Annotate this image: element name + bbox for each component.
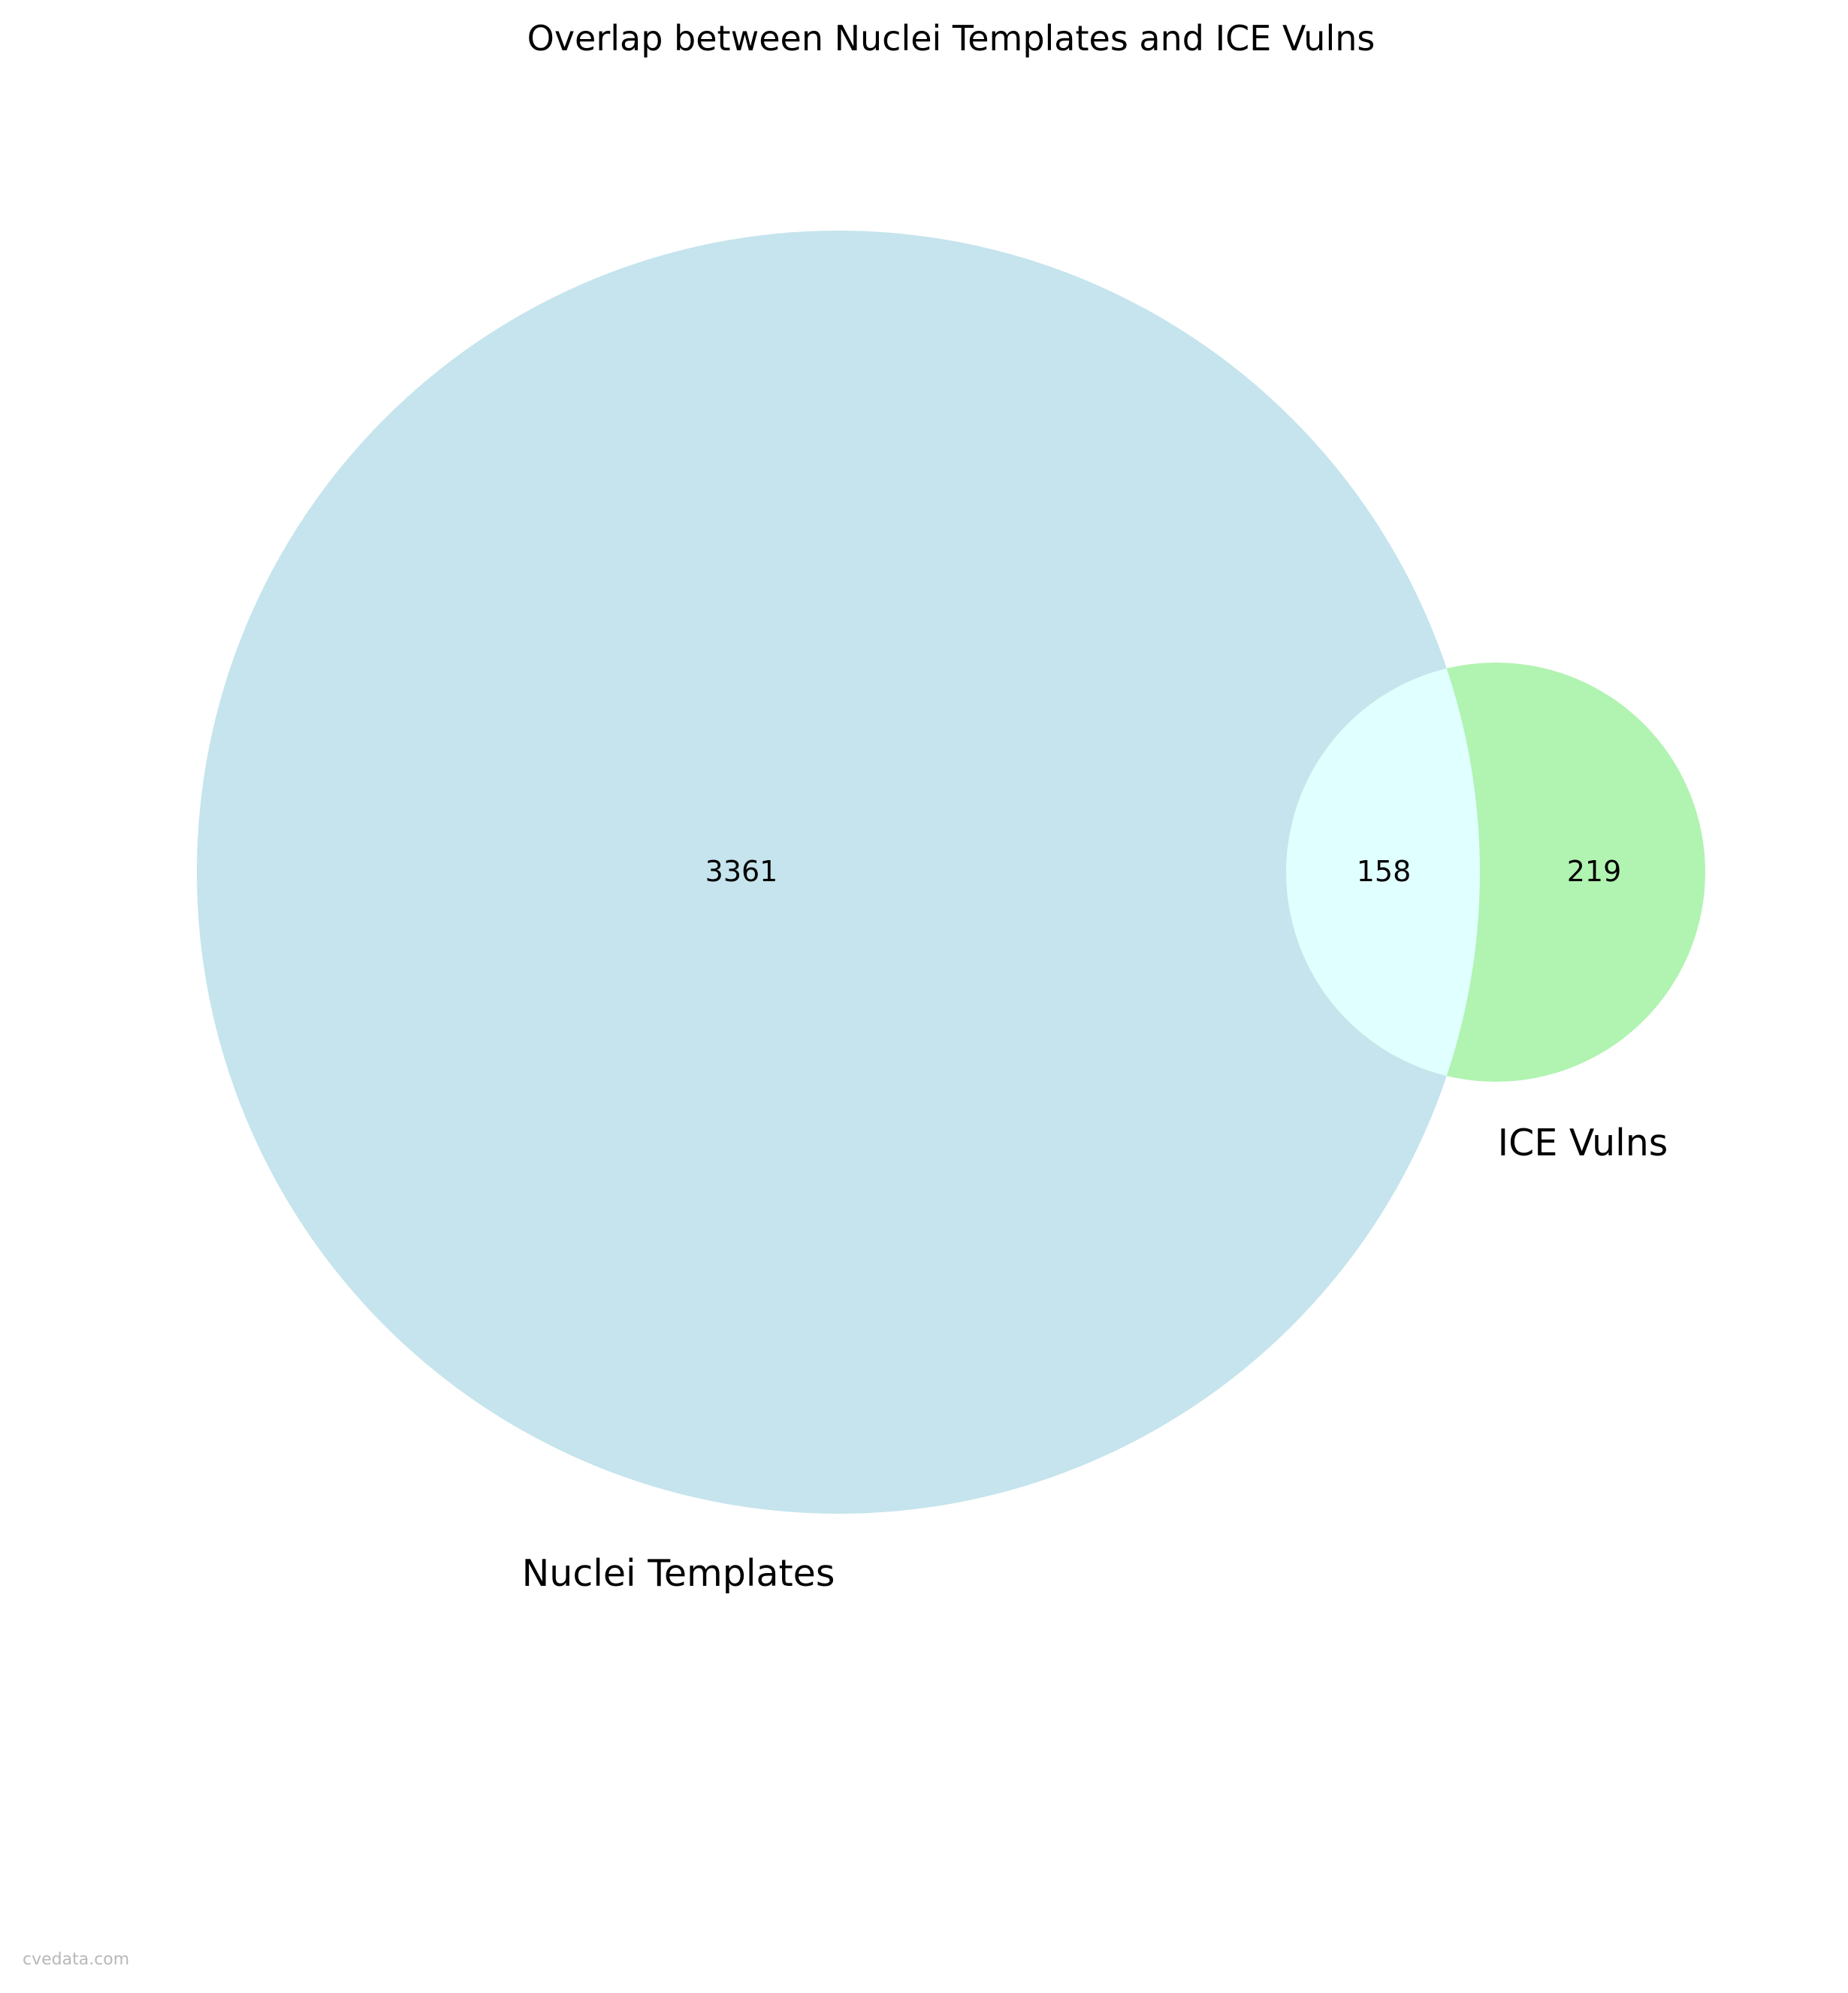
- nuclei-templates-circle: [197, 231, 1480, 1514]
- ice-vulns-label: ICE Vulns: [1498, 1122, 1668, 1164]
- nuclei-templates-only-count: 3361: [705, 855, 778, 888]
- intersection-region: [1286, 663, 1480, 1082]
- ice-vulns-only-count: 219: [1567, 855, 1622, 888]
- nuclei-templates-label: Nuclei Templates: [522, 1552, 835, 1595]
- chart-title: Overlap between Nuclei Templates and ICE…: [527, 18, 1375, 59]
- watermark: cvedata.com: [23, 1950, 129, 1969]
- intersection-count: 158: [1357, 855, 1412, 888]
